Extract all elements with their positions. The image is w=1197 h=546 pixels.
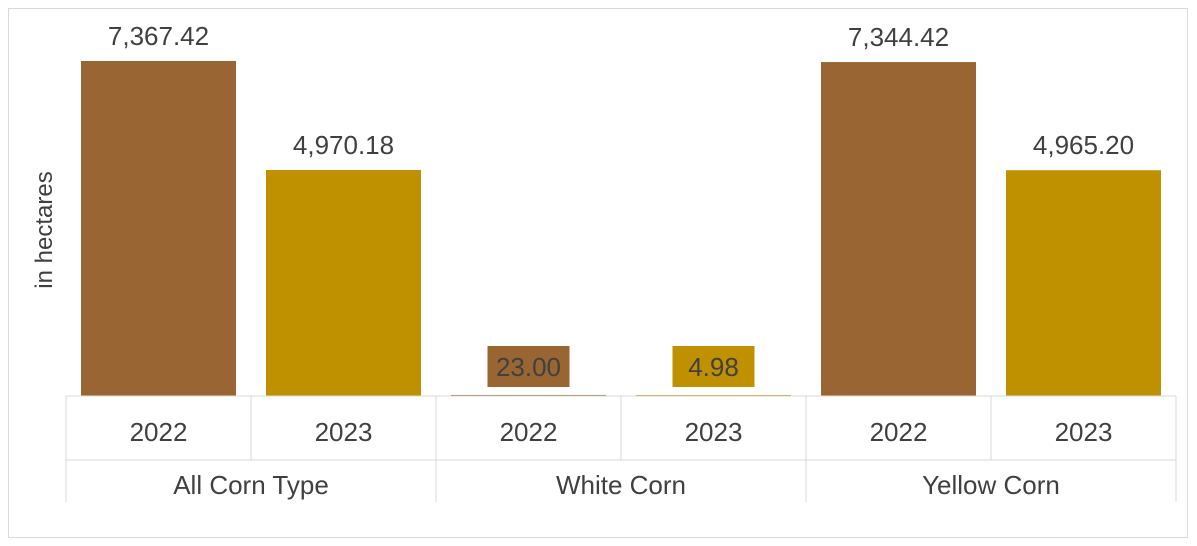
bar-all-corn-type-2022 bbox=[81, 61, 236, 396]
bar-yellow-corn-2023 bbox=[1006, 170, 1161, 396]
category-tick-label: 2023 bbox=[685, 417, 743, 447]
value-label: 4,965.20 bbox=[1033, 130, 1134, 160]
category-tick-label: 2022 bbox=[130, 417, 188, 447]
category-tick-label: 2023 bbox=[315, 417, 373, 447]
value-label: 4,970.18 bbox=[293, 130, 394, 160]
value-label: 23.00 bbox=[496, 352, 561, 382]
category-tick-label: 2022 bbox=[500, 417, 558, 447]
group-label: Yellow Corn bbox=[922, 470, 1060, 500]
value-label: 4.98 bbox=[688, 352, 739, 382]
value-label: 7,367.42 bbox=[108, 21, 209, 51]
value-label: 7,344.42 bbox=[848, 22, 949, 52]
bar-yellow-corn-2022 bbox=[821, 62, 976, 396]
value-label-background bbox=[672, 346, 755, 387]
y-axis-title: in hectares bbox=[31, 171, 58, 288]
category-tick-label: 2023 bbox=[1055, 417, 1113, 447]
value-label-background bbox=[487, 346, 570, 387]
category-tick-label: 2022 bbox=[870, 417, 928, 447]
group-label: White Corn bbox=[556, 470, 686, 500]
group-label: All Corn Type bbox=[173, 470, 329, 500]
bar-all-corn-type-2023 bbox=[266, 170, 421, 396]
bar-white-corn-2022 bbox=[451, 394, 606, 396]
